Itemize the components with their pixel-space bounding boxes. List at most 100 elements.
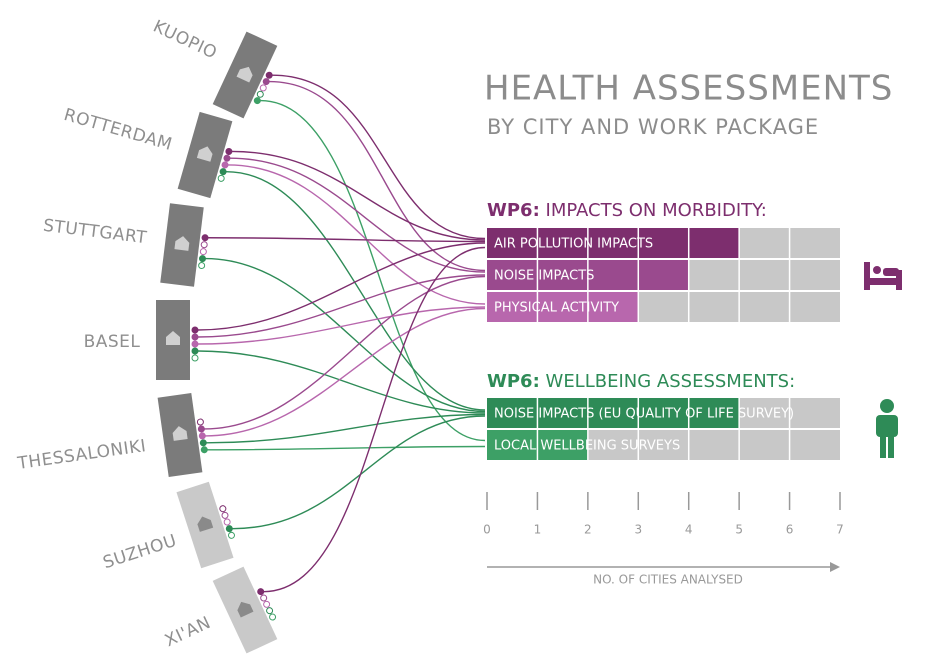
link-dot [191,347,199,355]
bar-label: PHYSICAL ACTIVITY [494,301,619,316]
link-line [269,80,486,272]
link-line [197,274,486,338]
link-dot [191,326,199,334]
link-dot [265,71,273,79]
house-icon [166,331,180,345]
group-heading: WP6: WELLBEING ASSESSMENTS: [487,371,795,392]
chart-subtitle: BY CITY AND WORK PACKAGE [487,115,819,139]
link-line [205,257,486,413]
link-line [197,350,486,414]
link-line [204,275,486,430]
city [177,111,233,199]
link-line [232,415,486,530]
group-prefix: WP6: [487,200,540,221]
house-icon [196,146,213,162]
city-label: ROTTERDAM [62,105,175,155]
link-line [208,237,486,243]
link-dot [259,84,267,92]
link-dot [221,511,229,519]
x-tick-label: 4 [685,523,693,537]
x-tick-label: 0 [483,523,491,537]
x-tick-label: 7 [836,523,844,537]
x-tick-label: 3 [634,523,642,537]
house-icon [172,426,188,441]
link-dot [225,525,233,533]
link-dot [197,425,205,433]
link-dot [260,594,268,602]
arrow-head [830,562,840,572]
link-dot [221,161,229,169]
city [212,566,278,654]
link-dot [219,168,227,176]
bar-label: NOISE IMPACTS (EU QUALITY OF LIFE SURVEY… [494,407,794,422]
link-dot [219,505,227,513]
group-heading: WP6: IMPACTS ON MORBIDITY: [487,200,767,221]
city-label: KUOPIO [150,17,220,64]
chart-title: HEALTH ASSESSMENTS [484,69,893,109]
house-icon [197,516,214,532]
link-dot [198,255,206,263]
link-dot [257,588,265,596]
link-line [263,246,486,593]
group-prefix: WP6: [487,371,540,392]
link-dot [191,354,199,362]
link-dot [199,439,207,447]
link-dot [200,446,208,454]
link-dot [191,333,199,341]
link-dot [217,174,225,182]
link-dot [266,607,274,615]
link-dot [223,154,231,162]
bar-label: LOCAL WELLBEING SURVEYS [494,439,680,454]
group-name: IMPACTS ON MORBIDITY: [546,200,767,221]
link-dot [227,531,235,539]
link-dot [263,600,271,608]
x-tick-label: 5 [735,523,743,537]
x-tick-label: 6 [786,523,794,537]
bar [487,292,639,322]
link-line [197,242,486,331]
city-label: THESSALONIKI [15,436,147,474]
bar-label: NOISE IMPACTS [494,269,594,284]
city-label: STUTTGART [42,216,148,249]
link-dot [196,418,204,426]
bar [487,228,740,258]
link-line [260,99,486,442]
city [156,300,199,380]
bed-icon [864,262,902,290]
link-dot [262,78,270,86]
house-icon [174,236,190,251]
bar [487,398,740,428]
link-dot [200,241,208,249]
link-dot [198,432,206,440]
city-label: BASEL [84,332,141,352]
group-name: WELLBEING ASSESSMENTS: [546,371,796,392]
city-label: SUZHOU [101,531,180,574]
link-dot [256,90,264,98]
link-dot [199,248,207,256]
link-line [207,445,486,451]
link-dot [225,147,233,155]
link-dot [198,262,206,270]
link-line [206,413,486,444]
city [157,393,208,477]
link-line [226,170,486,411]
bar-label: AIR POLLUTION IMPACTS [494,237,653,252]
link-line [228,164,486,305]
link-dot [269,613,277,621]
link-line [231,150,486,241]
x-tick-label: 1 [534,523,542,537]
link-line [272,74,486,240]
link-dot [253,97,261,105]
city [176,481,235,569]
house-icon [236,66,253,83]
city [212,31,278,119]
link-dot [223,518,231,526]
house-icon [237,601,254,618]
person-icon [876,399,898,458]
link-dot [201,234,209,242]
link-line [197,306,486,345]
link-line [205,307,486,437]
x-axis-label: NO. OF CITIES ANALYSED [593,573,743,587]
links [197,74,486,593]
